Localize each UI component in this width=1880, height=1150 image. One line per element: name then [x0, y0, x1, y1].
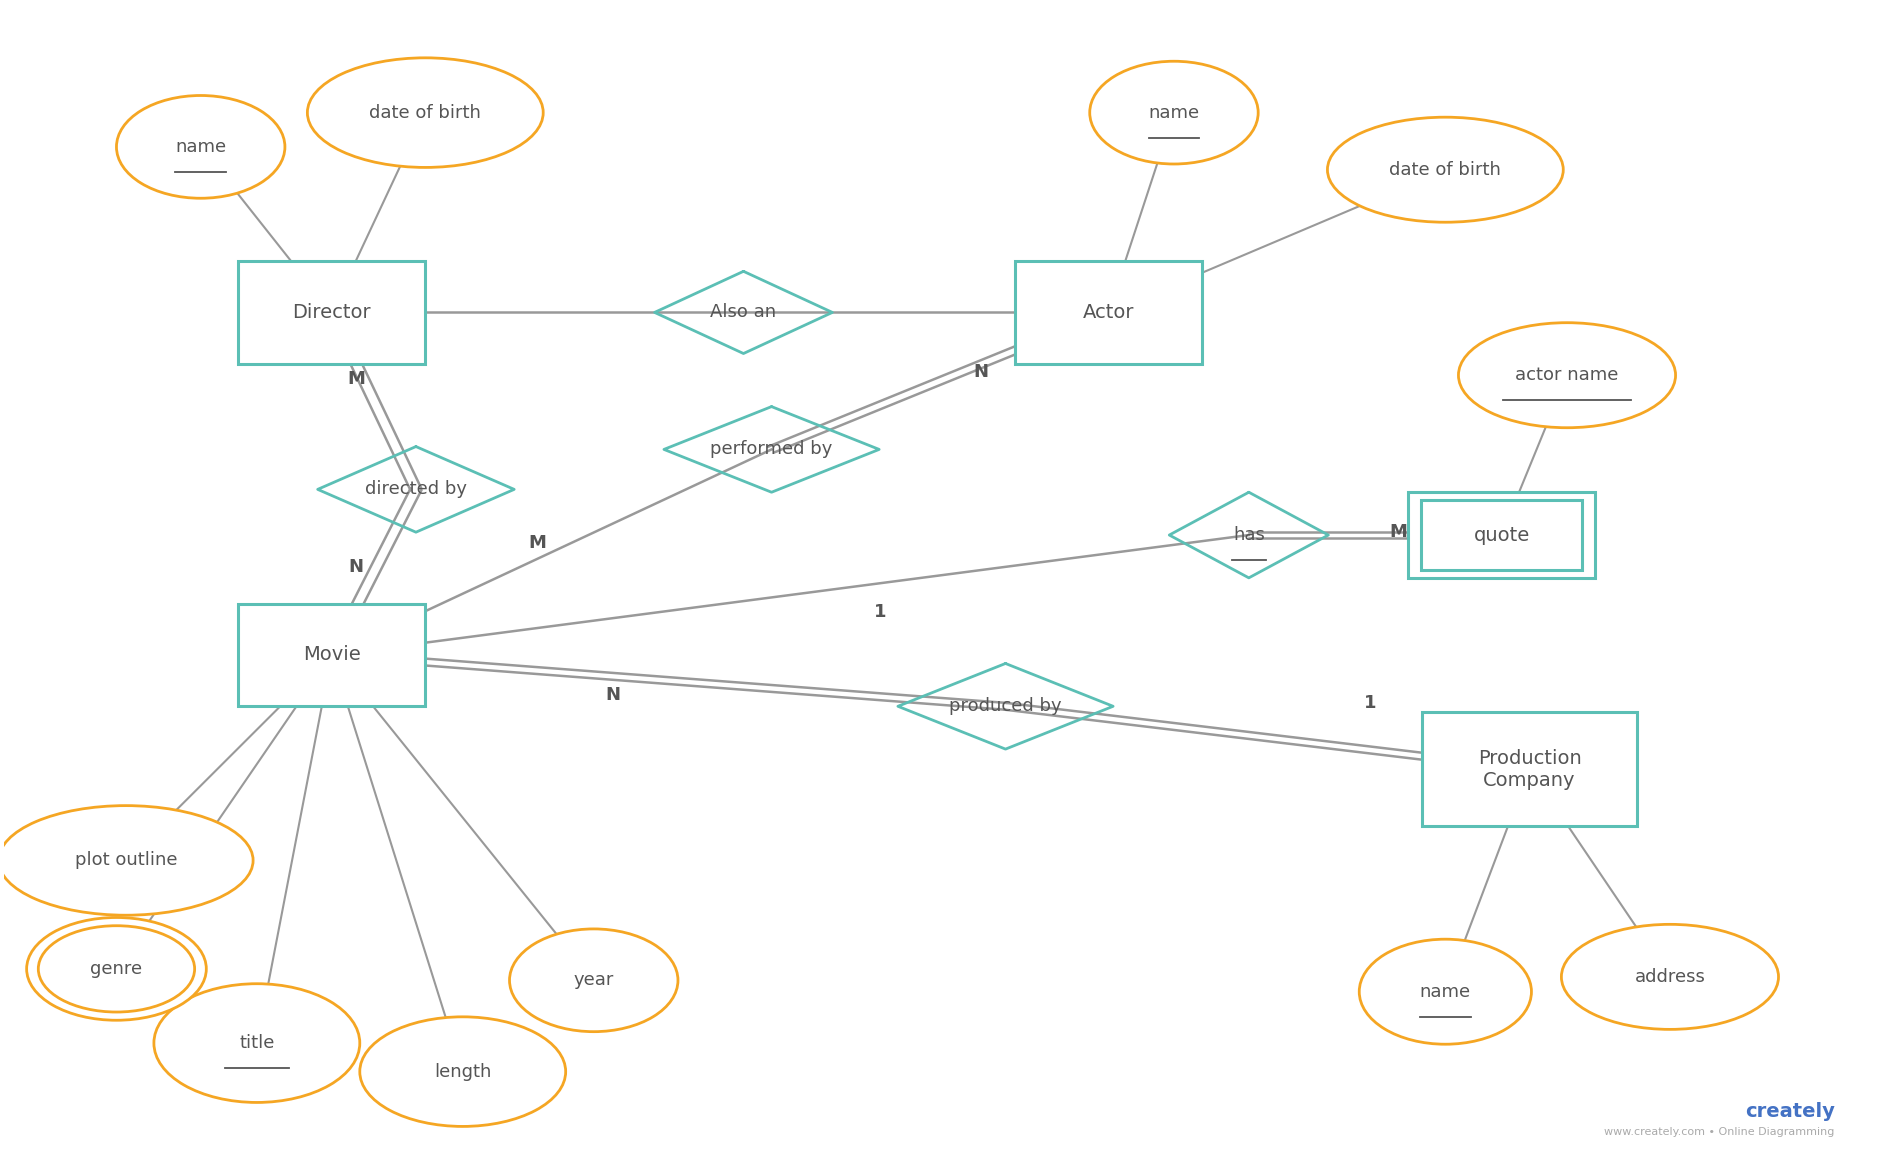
Text: directed by: directed by — [365, 481, 466, 498]
Ellipse shape — [359, 1017, 566, 1127]
Ellipse shape — [117, 95, 286, 198]
FancyBboxPatch shape — [1408, 492, 1594, 577]
Text: date of birth: date of birth — [368, 104, 481, 122]
Text: www.creately.com • Online Diagramming: www.creately.com • Online Diagramming — [1604, 1127, 1835, 1136]
Text: plot outline: plot outline — [75, 851, 177, 869]
Text: Actor: Actor — [1083, 302, 1134, 322]
FancyBboxPatch shape — [239, 261, 425, 363]
Text: N: N — [605, 685, 620, 704]
Text: actor name: actor name — [1515, 366, 1619, 384]
Text: M: M — [348, 369, 365, 388]
Text: length: length — [434, 1063, 491, 1081]
Text: Director: Director — [293, 302, 370, 322]
Text: genre: genre — [90, 960, 143, 978]
FancyBboxPatch shape — [1421, 712, 1637, 826]
Ellipse shape — [38, 926, 196, 1012]
Text: quote: quote — [1474, 526, 1530, 545]
Text: name: name — [1149, 104, 1199, 122]
Text: Also an: Also an — [711, 304, 776, 321]
Ellipse shape — [306, 58, 543, 168]
Text: M: M — [1389, 522, 1408, 540]
Ellipse shape — [509, 929, 679, 1032]
Text: address: address — [1634, 968, 1705, 986]
Text: Movie: Movie — [303, 645, 361, 665]
FancyBboxPatch shape — [239, 604, 425, 706]
Text: name: name — [1419, 983, 1470, 1000]
Ellipse shape — [1327, 117, 1564, 222]
Text: year: year — [573, 972, 615, 989]
Ellipse shape — [1359, 940, 1532, 1044]
Ellipse shape — [154, 983, 359, 1103]
Text: N: N — [974, 362, 989, 381]
Text: 1: 1 — [1365, 693, 1376, 712]
Text: M: M — [528, 534, 547, 552]
Text: Production
Company: Production Company — [1478, 749, 1581, 790]
Ellipse shape — [0, 806, 254, 915]
Text: N: N — [348, 558, 363, 576]
FancyBboxPatch shape — [1015, 261, 1201, 363]
Ellipse shape — [26, 918, 207, 1020]
Text: title: title — [239, 1034, 274, 1052]
Text: date of birth: date of birth — [1389, 161, 1502, 178]
Text: performed by: performed by — [711, 440, 833, 459]
Ellipse shape — [1090, 61, 1258, 164]
Text: 1: 1 — [874, 603, 885, 621]
FancyBboxPatch shape — [1421, 500, 1581, 570]
Text: creately: creately — [1745, 1102, 1835, 1121]
Text: has: has — [1233, 526, 1265, 544]
Text: name: name — [175, 138, 226, 156]
Ellipse shape — [1459, 323, 1675, 428]
Ellipse shape — [1562, 925, 1778, 1029]
Text: produced by: produced by — [949, 697, 1062, 715]
